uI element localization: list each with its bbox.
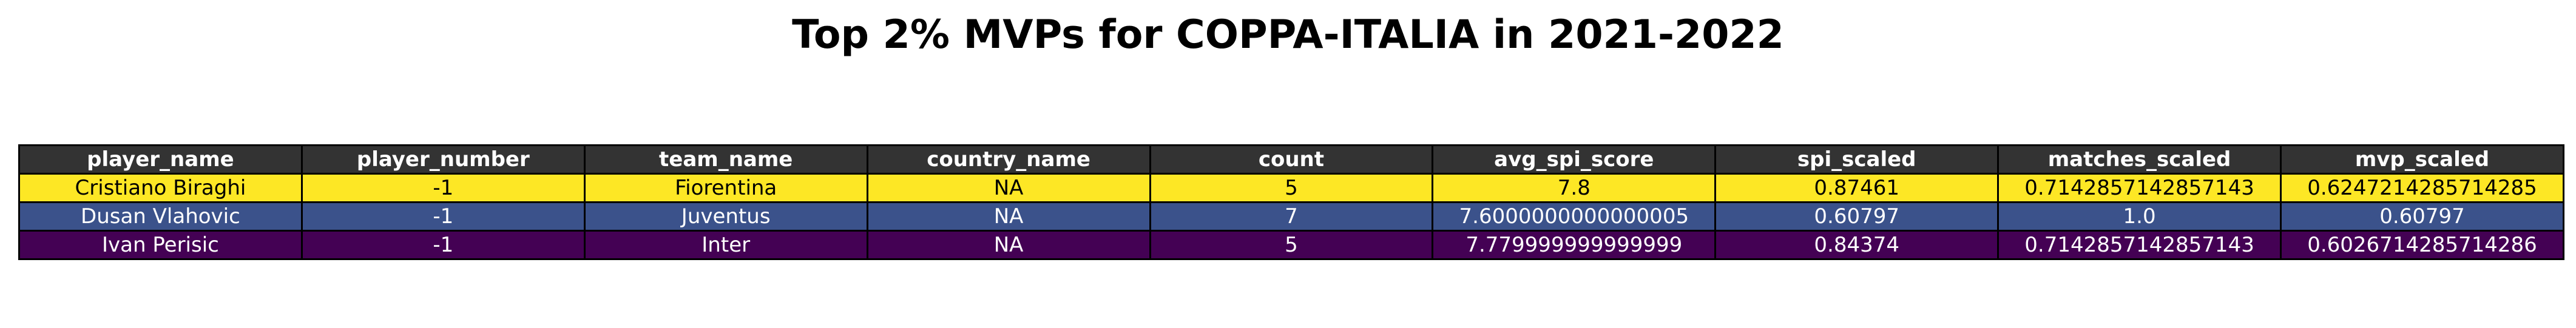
column-header-avg-spi-score: avg_spi_score [1432, 144, 1717, 175]
cell-player-name: Dusan Vlahovic [18, 201, 303, 232]
chart-title: Top 2% MVPs for COPPA-ITALIA in 2021-202… [792, 12, 1784, 58]
cell-mvp-scaled: 0.6247214285714285 [2280, 173, 2564, 203]
cell-spi-scaled: 0.84374 [1714, 230, 2000, 260]
column-header-country-name: country_name [866, 144, 1151, 175]
column-header-spi-scaled: spi_scaled [1714, 144, 2000, 175]
cell-spi-scaled: 0.87461 [1714, 173, 2000, 203]
cell-player-number: -1 [300, 230, 586, 260]
mvp-table: player_name player_number team_name coun… [18, 144, 2564, 260]
table-row: Cristiano Biraghi -1 Fiorentina NA 5 7.8… [18, 173, 2564, 203]
cell-spi-scaled: 0.60797 [1714, 201, 2000, 232]
column-header-mvp-scaled: mvp_scaled [2280, 144, 2564, 175]
column-header-count: count [1149, 144, 1434, 175]
column-header-team-name: team_name [583, 144, 868, 175]
cell-avg-spi-score: 7.779999999999999 [1432, 230, 1717, 260]
table-row: Ivan Perisic -1 Inter NA 5 7.77999999999… [18, 230, 2564, 260]
cell-matches-scaled: 1.0 [1997, 201, 2282, 232]
cell-avg-spi-score: 7.6000000000000005 [1432, 201, 1717, 232]
column-header-player-number: player_number [300, 144, 586, 175]
cell-player-name: Ivan Perisic [18, 230, 303, 260]
cell-avg-spi-score: 7.8 [1432, 173, 1717, 203]
cell-count: 7 [1149, 201, 1434, 232]
cell-player-number: -1 [300, 173, 586, 203]
cell-mvp-scaled: 0.6026714285714286 [2280, 230, 2564, 260]
column-header-matches-scaled: matches_scaled [1997, 144, 2282, 175]
cell-player-name: Cristiano Biraghi [18, 173, 303, 203]
cell-count: 5 [1149, 230, 1434, 260]
cell-player-number: -1 [300, 201, 586, 232]
cell-mvp-scaled: 0.60797 [2280, 201, 2564, 232]
cell-team-name: Inter [583, 230, 868, 260]
cell-team-name: Juventus [583, 201, 868, 232]
cell-team-name: Fiorentina [583, 173, 868, 203]
column-header-player-name: player_name [18, 144, 303, 175]
cell-count: 5 [1149, 173, 1434, 203]
table-header-row: player_name player_number team_name coun… [18, 144, 2564, 175]
cell-country-name: NA [866, 201, 1151, 232]
cell-matches-scaled: 0.7142857142857143 [1997, 230, 2282, 260]
cell-matches-scaled: 0.7142857142857143 [1997, 173, 2282, 203]
cell-country-name: NA [866, 230, 1151, 260]
cell-country-name: NA [866, 173, 1151, 203]
table-row: Dusan Vlahovic -1 Juventus NA 7 7.600000… [18, 201, 2564, 232]
